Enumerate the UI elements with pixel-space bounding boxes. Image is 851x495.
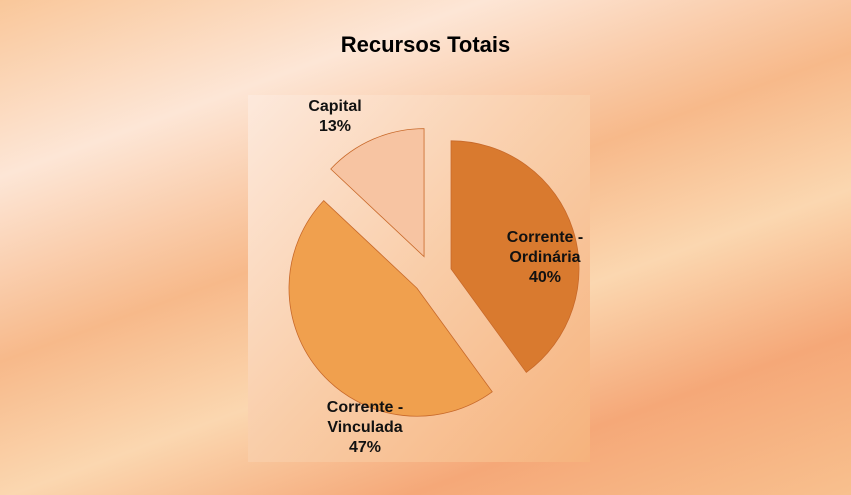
chart-title: Recursos Totais	[340, 32, 511, 57]
slice-value-label: 47%	[348, 439, 382, 456]
slice-category-label: Corrente - Vinculada	[326, 399, 404, 436]
slice-value-label: 13%	[318, 118, 352, 135]
pie-slice	[330, 128, 425, 258]
pie-slice	[450, 140, 580, 373]
slice-value-label: 40%	[528, 269, 562, 286]
pie-slice	[288, 200, 493, 417]
slice-category-label: Corrente - Ordinária	[506, 229, 584, 266]
slice-category-label: Capital	[308, 98, 362, 115]
